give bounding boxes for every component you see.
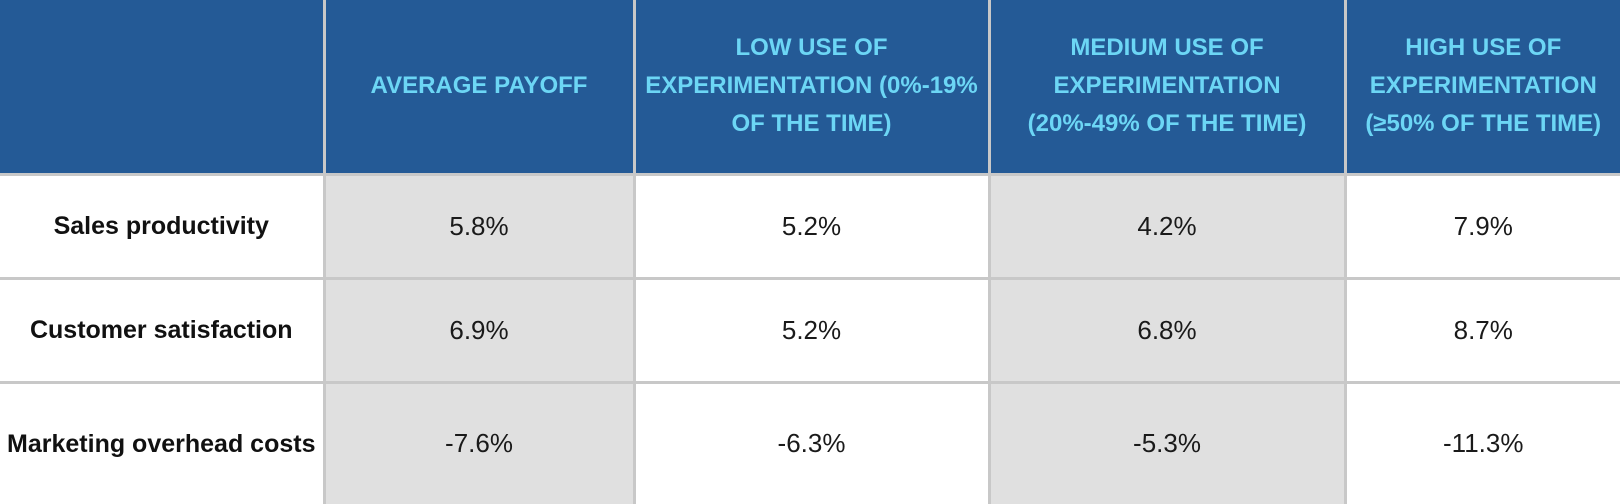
cell-marketing-low: -6.3%: [632, 380, 989, 504]
cell-customer-high: 8.7%: [1343, 276, 1620, 382]
cell-sales-high: 7.9%: [1343, 172, 1620, 278]
cell-marketing-average: -7.6%: [322, 380, 634, 504]
header-row: AVERAGE PAYOFF LOW USE OF EXPERIMENTATIO…: [0, 0, 1620, 174]
header-average-payoff: AVERAGE PAYOFF: [322, 0, 634, 174]
cell-marketing-medium: -5.3%: [987, 380, 1345, 504]
header-medium-use: MEDIUM USE OF EXPERIMENTATION (20%-49% O…: [987, 0, 1345, 174]
table-row-sales-productivity: Sales productivity 5.8% 5.2% 4.2% 7.9%: [0, 172, 1620, 278]
cell-customer-low: 5.2%: [632, 276, 989, 382]
cell-sales-medium: 4.2%: [987, 172, 1345, 278]
header-low-use: LOW USE OF EXPERIMENTATION (0%-19% OF TH…: [632, 0, 989, 174]
cell-customer-average: 6.9%: [322, 276, 634, 382]
row-label-sales-productivity: Sales productivity: [0, 172, 324, 278]
row-label-customer-satisfaction: Customer satisfaction: [0, 276, 324, 382]
table-row-marketing-overhead: Marketing overhead costs -7.6% -6.3% -5.…: [0, 380, 1620, 504]
cell-marketing-high: -11.3%: [1343, 380, 1620, 504]
header-corner-cell: [0, 0, 324, 174]
cell-sales-average: 5.8%: [322, 172, 634, 278]
header-high-use: HIGH USE OF EXPERIMENTATION (≥50% OF THE…: [1343, 0, 1620, 174]
cell-customer-medium: 6.8%: [987, 276, 1345, 382]
row-label-marketing-overhead: Marketing overhead costs: [0, 380, 324, 504]
table-row-customer-satisfaction: Customer satisfaction 6.9% 5.2% 6.8% 8.7…: [0, 276, 1620, 382]
cell-sales-low: 5.2%: [632, 172, 989, 278]
